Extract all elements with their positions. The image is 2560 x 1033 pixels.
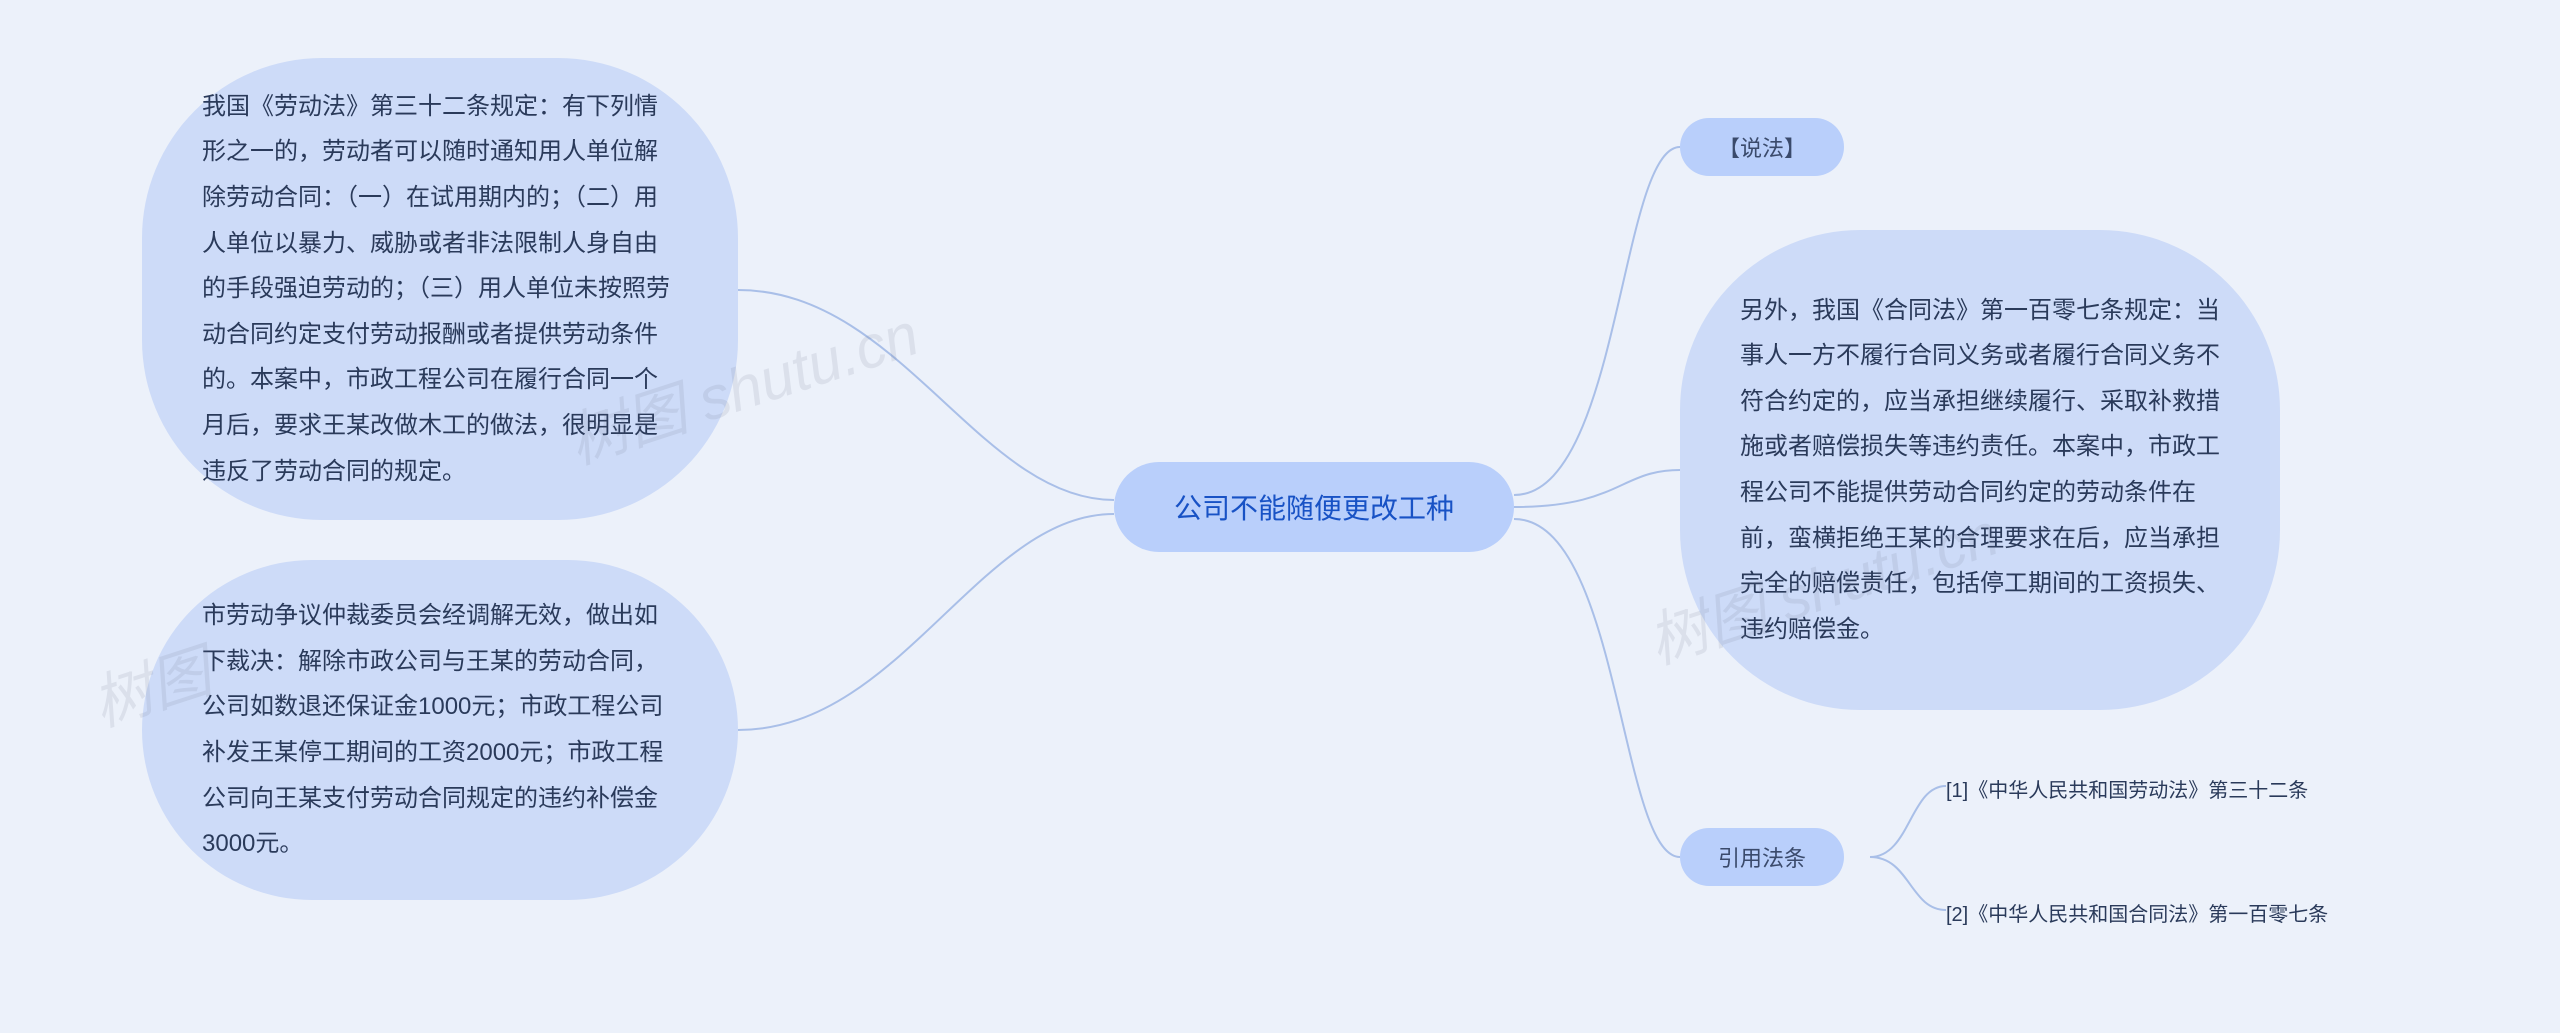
mindmap-leaf-1[interactable]: [1]《中华人民共和国劳动法》第三十二条 — [1946, 774, 2308, 803]
mindmap-right-node-2[interactable]: 另外，我国《合同法》第一百零七条规定：当事人一方不履行合同义务或者履行合同义务不… — [1680, 230, 2280, 710]
mindmap-right-node-1[interactable]: 【说法】 — [1680, 118, 1844, 176]
mindmap-left-node-2[interactable]: 市劳动争议仲裁委员会经调解无效，做出如下裁决：解除市政公司与王某的劳动合同，公司… — [142, 560, 738, 900]
mindmap-left-node-1-text: 我国《劳动法》第三十二条规定：有下列情形之一的，劳动者可以随时通知用人单位解除劳… — [202, 84, 678, 494]
mindmap-center[interactable]: 公司不能随便更改工种 — [1114, 462, 1514, 552]
mindmap-right-node-2-text: 另外，我国《合同法》第一百零七条规定：当事人一方不履行合同义务或者履行合同义务不… — [1740, 288, 2220, 653]
mindmap-right-node-3[interactable]: 引用法条 — [1680, 828, 1844, 886]
mindmap-left-node-2-text: 市劳动争议仲裁委员会经调解无效，做出如下裁决：解除市政公司与王某的劳动合同，公司… — [202, 593, 678, 867]
mindmap-leaf-2[interactable]: [2]《中华人民共和国合同法》第一百零七条 — [1946, 898, 2328, 927]
mindmap-left-node-1[interactable]: 我国《劳动法》第三十二条规定：有下列情形之一的，劳动者可以随时通知用人单位解除劳… — [142, 58, 738, 520]
